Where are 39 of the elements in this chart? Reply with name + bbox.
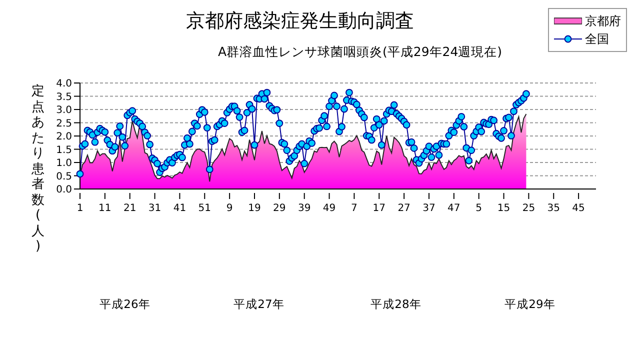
x-tick-label: 39 xyxy=(298,203,311,214)
x-tick-label: 5 xyxy=(476,203,482,214)
x-tick-label: 11 xyxy=(98,203,112,214)
y-tick-label: 1.0 xyxy=(56,158,72,170)
text: 平成29年 xyxy=(504,297,556,312)
text: 定点あたり患者数(人) xyxy=(32,84,44,254)
x-tick-label: 21 xyxy=(123,203,136,214)
x-tick-label: 17 xyxy=(372,203,386,214)
x-tick-label: 9 xyxy=(226,203,233,214)
chart-title: 京都府感染症発生動向調査 xyxy=(186,10,414,32)
x-tick-label: 25 xyxy=(522,203,536,214)
x-tick-label: 35 xyxy=(547,203,560,214)
text: 平成27年 xyxy=(232,297,286,312)
x-tick-label: 31 xyxy=(148,203,162,214)
chart-subtitle: A群溶血性レンサ球菌咽頭炎(平成29年24週現在) xyxy=(216,44,504,61)
y-tick-label: 2.5 xyxy=(56,118,72,130)
x-tick-label: 29 xyxy=(273,203,286,214)
x-tick-label: 49 xyxy=(322,203,336,214)
y-tick-label: 0.5 xyxy=(56,171,72,182)
x-tick-label: 15 xyxy=(497,203,510,214)
x-tick-label: 27 xyxy=(398,203,410,214)
x-tick-label: 19 xyxy=(248,203,261,214)
y-tick-label: 0.0 xyxy=(56,184,72,196)
text: 平成28年 xyxy=(370,297,422,312)
legend-label: 全国 xyxy=(585,30,609,48)
x-tick-label: 51 xyxy=(198,203,212,214)
y-tick-label: 4.0 xyxy=(56,78,72,90)
y-tick-label: 1.5 xyxy=(56,144,72,156)
y-tick-label: 3.0 xyxy=(56,105,72,116)
x-tick-label: 37 xyxy=(422,203,436,214)
x-tick-label: 47 xyxy=(448,203,460,214)
x-tick-label: 1 xyxy=(76,203,84,214)
x-tick-label: 45 xyxy=(572,203,585,214)
y-tick-label: 3.5 xyxy=(56,92,72,103)
x-tick-label: 7 xyxy=(351,203,358,214)
x-tick-label: 41 xyxy=(173,203,186,214)
legend-label: 京都府 xyxy=(585,12,621,30)
y-tick-label: 2.0 xyxy=(56,132,72,143)
text: 平成26年 xyxy=(98,297,152,312)
